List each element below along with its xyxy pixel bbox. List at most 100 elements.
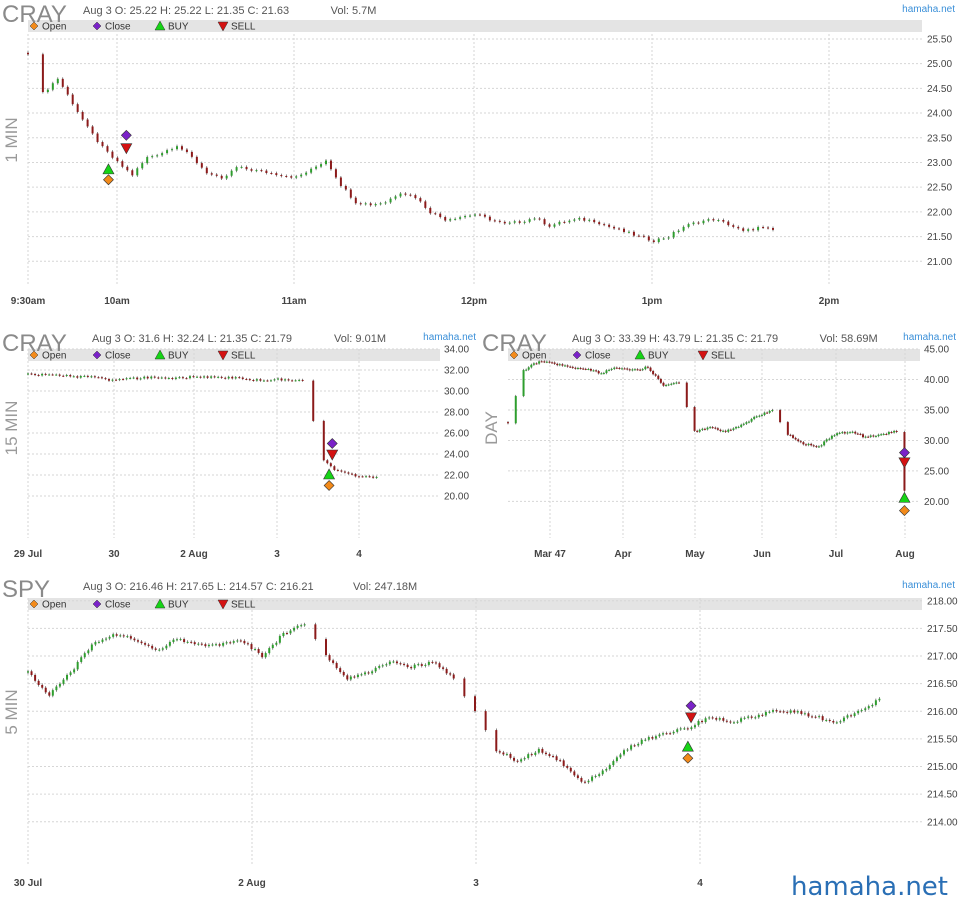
legend-sell-icon [697, 350, 709, 361]
candle-body [540, 361, 543, 363]
legend-buy-label: BUY [168, 351, 189, 362]
legend-open-label: Open [42, 600, 66, 611]
candle-body [350, 473, 353, 475]
x-tick-label: 9:30am [11, 296, 46, 307]
legend-sell-icon [217, 599, 229, 610]
candle-body [354, 197, 357, 204]
candle-body [530, 364, 533, 368]
candle-body [722, 430, 725, 432]
y-tick-label: 45.00 [924, 345, 949, 356]
legend-open-label: Open [522, 351, 546, 362]
candle-body [126, 166, 129, 171]
candle-body [314, 624, 317, 640]
candle-body [615, 367, 618, 369]
candle-body [722, 718, 725, 721]
candle-body [41, 54, 44, 93]
candle-body [740, 424, 743, 427]
candle-body [630, 745, 633, 750]
candle-body [569, 366, 572, 368]
candle-body [71, 94, 74, 105]
candle-body [484, 711, 487, 731]
candle-body [252, 379, 255, 381]
buy-marker-icon [898, 491, 911, 503]
candle-body [55, 686, 58, 691]
candle-body [30, 671, 33, 675]
candle-body [574, 367, 577, 369]
candle-body [424, 201, 427, 208]
candle-body [112, 634, 115, 637]
candle-body [548, 224, 551, 227]
candle-body [454, 218, 457, 220]
candle-body [333, 466, 336, 470]
candle-body [200, 643, 203, 645]
candle-body [215, 174, 218, 176]
legend-buy-label: BUY [648, 351, 669, 362]
candle-body [544, 752, 547, 755]
candle-body [633, 369, 636, 371]
candle-body [740, 718, 743, 722]
candle-body [434, 662, 437, 664]
candle-body [715, 718, 718, 720]
candle-body [701, 428, 704, 430]
candle-body [610, 368, 613, 370]
candle-body [275, 642, 278, 645]
candle-body [375, 476, 378, 478]
candle-body [161, 153, 164, 156]
candle-body [106, 146, 109, 152]
candle-body [167, 377, 170, 379]
candle-body [562, 760, 565, 766]
candle-body [374, 667, 377, 672]
candle-body [66, 674, 69, 680]
candle-body [732, 428, 735, 430]
candle-body [230, 170, 233, 176]
candle-body [340, 470, 343, 472]
candle-body [81, 111, 84, 120]
candle-body [754, 717, 757, 719]
candle-body [360, 674, 363, 676]
candle-body [545, 361, 548, 363]
candle-body [582, 368, 585, 370]
footer-brand-logo[interactable]: hamaha.net [790, 872, 948, 902]
candle-body [563, 221, 566, 223]
candle-body [97, 641, 100, 643]
candle-body [548, 754, 551, 757]
candle-body [857, 710, 860, 714]
candle-body [146, 376, 149, 379]
candle-body [115, 634, 118, 636]
chart-cray-1min: 25.50 25.00 24.50 24.00 23.50 23.00 22.50 22.00… [0, 0, 960, 320]
candle-body [80, 657, 83, 662]
candle-body [761, 714, 764, 716]
candle-body [505, 753, 508, 755]
candle-body [190, 151, 193, 157]
candle-body [166, 150, 169, 154]
candle-body [878, 698, 881, 701]
candle-body [37, 680, 40, 685]
candle-body [270, 173, 273, 175]
legend-buy-label: BUY [168, 22, 189, 33]
candle-body [273, 379, 276, 381]
candle-body [231, 376, 234, 379]
candle-body [697, 222, 700, 224]
candle-body [210, 173, 213, 175]
candle-body [115, 379, 118, 381]
candle-body [96, 133, 99, 143]
candle-body [874, 700, 877, 705]
y-tick-label: 216.00 [927, 707, 958, 718]
candle-body [775, 710, 778, 712]
x-tick-label: Apr [614, 549, 631, 560]
candle-body [594, 775, 597, 777]
candle-body [62, 375, 65, 377]
candle-body [737, 426, 740, 428]
y-tick-label: 23.00 [927, 158, 952, 169]
candle-body [553, 224, 556, 227]
candle-body [750, 716, 753, 718]
candle-body [30, 373, 33, 375]
candle-body [157, 377, 160, 379]
candle-body [206, 376, 209, 378]
candle-body [825, 719, 828, 721]
legend-open-icon [29, 21, 39, 31]
candle-body [637, 743, 640, 746]
x-tick-label: 2 Aug [238, 878, 265, 889]
candle-body [464, 216, 467, 218]
candle-body [747, 716, 750, 718]
